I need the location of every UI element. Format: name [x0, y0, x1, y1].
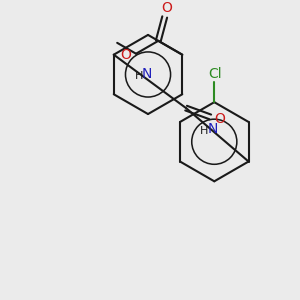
Text: O: O [161, 1, 172, 15]
Text: N: N [207, 122, 218, 136]
Text: Cl: Cl [208, 68, 222, 82]
Text: H: H [200, 126, 209, 136]
Text: H: H [135, 71, 143, 82]
Text: O: O [215, 112, 226, 126]
Text: N: N [142, 68, 152, 82]
Text: O: O [120, 48, 131, 62]
